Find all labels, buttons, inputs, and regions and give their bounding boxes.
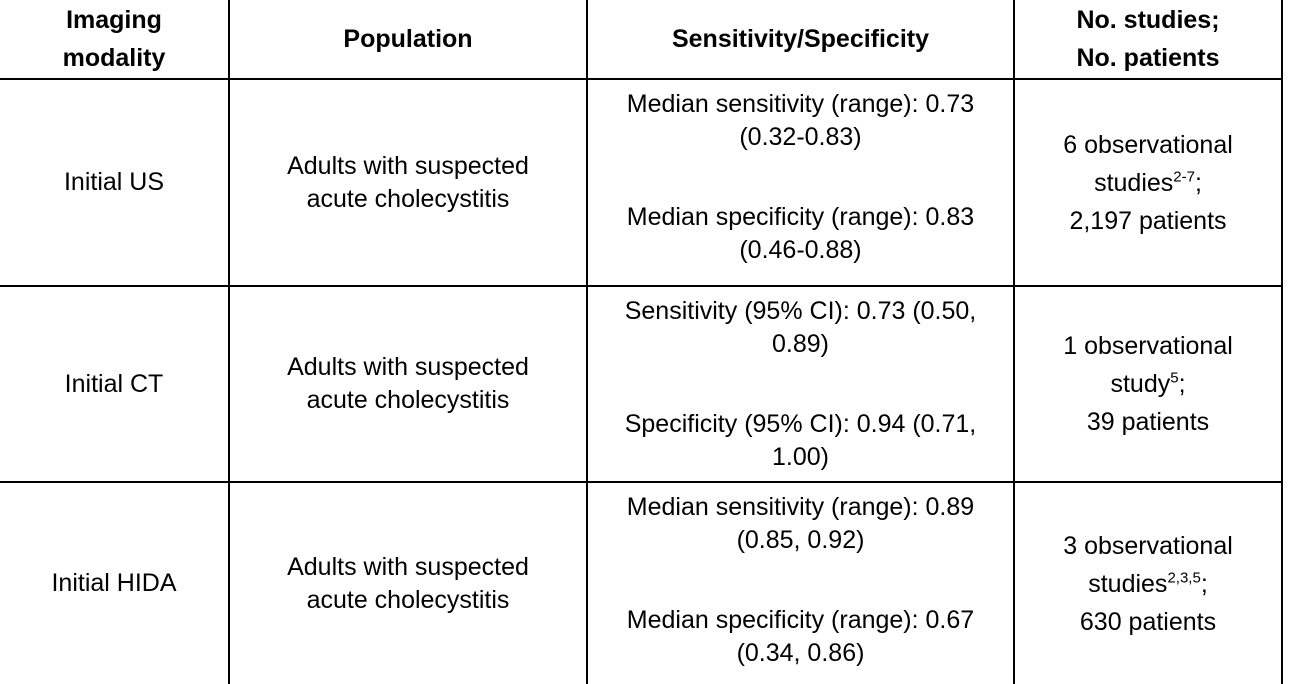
studies-count-line: 3 observational (1063, 531, 1233, 560)
specificity-paragraph: Median specificity (range): 0.67 (0.34, … (627, 604, 974, 670)
specificity-paragraph: Specificity (95% CI): 0.94 (0.71, 1.00) (625, 408, 977, 474)
studies-word: studies (1094, 168, 1174, 197)
cell-sens-spec-hida: Median sensitivity (range): 0.89 (0.85, … (588, 483, 1015, 684)
cell-population-hida: Adults with suspected acute cholecystiti… (230, 483, 588, 684)
patients-count-line: 630 patients (1079, 607, 1217, 636)
studies-citation-superscript: 2-7 (1173, 168, 1195, 186)
header-line: Population (343, 25, 473, 53)
column-header-population: Population (230, 0, 588, 80)
sensitivity-line: Median sensitivity (range): 0.73 (626, 90, 975, 118)
specificity-line: Median specificity (range): 0.83 (626, 203, 975, 231)
population-line: Adults with suspected (287, 552, 529, 581)
sensitivity-paragraph: Median sensitivity (range): 0.73 (0.32-0… (627, 88, 974, 154)
cell-modality-ct: Initial CT (0, 287, 230, 483)
sensitivity-line: Median sensitivity (range): 0.89 (626, 493, 975, 521)
sensitivity-line: (0.85, 0.92) (736, 526, 865, 554)
specificity-line: (0.34, 0.86) (736, 639, 865, 667)
sensitivity-paragraph: Sensitivity (95% CI): 0.73 (0.50, 0.89) (625, 295, 977, 361)
column-header-imaging-modality: Imaging modality (0, 0, 230, 80)
cell-studies-patients-ct: 1 observational study5; 39 patients (1015, 287, 1283, 483)
header-line: No. patients (1076, 44, 1220, 72)
studies-refs-line: studies2,3,5; (1088, 565, 1208, 603)
header-line: Sensitivity/Specificity (671, 25, 930, 53)
specificity-line: (0.46-0.88) (739, 236, 862, 264)
specificity-line: Median specificity (range): 0.67 (626, 606, 975, 634)
column-header-sensitivity-specificity: Sensitivity/Specificity (588, 0, 1015, 80)
studies-citation-superscript: 5 (1170, 369, 1179, 387)
modality-label: Initial HIDA (51, 569, 177, 597)
studies-word: study (1110, 370, 1171, 398)
studies-count-line: 1 observational (1063, 332, 1233, 360)
sensitivity-line: 0.89) (772, 330, 829, 358)
population-line: acute cholecystitis (306, 386, 510, 414)
patients-count-line: 2,197 patients (1069, 206, 1227, 235)
studies-count-line: 6 observational (1063, 130, 1233, 159)
studies-citation-superscript: 2,3,5 (1167, 569, 1201, 587)
population-line: Adults with suspected (287, 353, 529, 381)
studies-refs-line: studies2-7; (1094, 164, 1202, 202)
specificity-paragraph: Median specificity (range): 0.83 (0.46-0… (627, 201, 974, 267)
patients-count-line: 39 patients (1086, 408, 1210, 436)
cell-studies-patients-us: 6 observational studies2-7; 2,197 patien… (1015, 80, 1283, 287)
cell-modality-us: Initial US (0, 80, 230, 287)
cell-sens-spec-ct: Sensitivity (95% CI): 0.73 (0.50, 0.89) … (588, 287, 1015, 483)
studies-punct: ; (1178, 370, 1186, 398)
cell-sens-spec-us: Median sensitivity (range): 0.73 (0.32-0… (588, 80, 1015, 287)
population-line: acute cholecystitis (306, 184, 510, 213)
column-header-studies-patients: No. studies; No. patients (1015, 0, 1283, 80)
header-line: No. studies; (1076, 6, 1220, 34)
studies-punct: ; (1200, 569, 1208, 598)
sensitivity-line: Sensitivity (95% CI): 0.73 (0.50, (624, 297, 977, 325)
cell-modality-hida: Initial HIDA (0, 483, 230, 684)
header-line: Imaging (66, 6, 162, 34)
cell-studies-patients-hida: 3 observational studies2,3,5; 630 patien… (1015, 483, 1283, 684)
population-line: Adults with suspected (287, 151, 529, 180)
studies-refs-line: study5; (1110, 365, 1185, 403)
sensitivity-line: (0.32-0.83) (739, 123, 862, 151)
modality-label: Initial US (63, 168, 165, 196)
population-line: acute cholecystitis (306, 585, 510, 614)
cell-population-ct: Adults with suspected acute cholecystiti… (230, 287, 588, 483)
studies-word: studies (1088, 569, 1168, 598)
studies-punct: ; (1194, 168, 1202, 197)
header-line: modality (62, 44, 166, 72)
modality-label: Initial CT (64, 369, 164, 398)
sensitivity-paragraph: Median sensitivity (range): 0.89 (0.85, … (627, 491, 974, 557)
specificity-line: Specificity (95% CI): 0.94 (0.71, (624, 410, 977, 438)
specificity-line: 1.00) (772, 443, 829, 471)
cell-population-us: Adults with suspected acute cholecystiti… (230, 80, 588, 287)
